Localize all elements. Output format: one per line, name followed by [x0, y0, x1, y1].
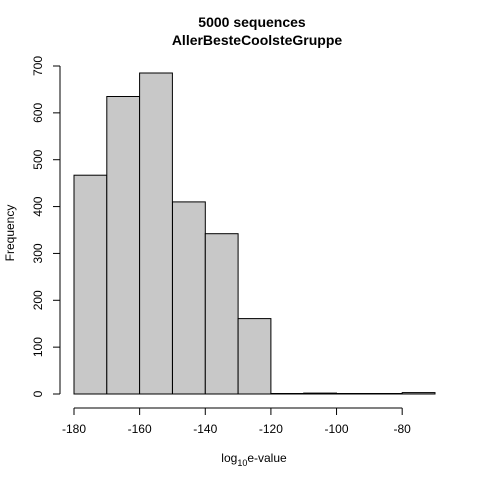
y-tick-label-3: 200	[31, 290, 45, 310]
histogram-bar-1	[73, 174, 108, 395]
y-tick-label-7: 600	[31, 103, 45, 123]
y-tick-label-2: 100	[31, 337, 45, 357]
histogram-bar-10	[368, 393, 403, 395]
x-tick-label-3: -140	[193, 422, 217, 436]
x-tick-label-6: -80	[394, 422, 412, 436]
y-tick-label-5: 400	[31, 196, 45, 216]
chart-subtitle: AllerBesteCoolsteGruppe	[172, 32, 343, 48]
x-axis-label: log10e-value	[221, 451, 287, 468]
histogram-bar-2	[106, 96, 141, 395]
y-axis-label: Frequency	[3, 205, 17, 262]
chart-title: 5000 sequences	[198, 14, 306, 30]
histogram-bar-11	[401, 392, 436, 395]
bars-group	[73, 72, 436, 395]
x-axis-ticks: -180 -160 -140 -120 -100 -80	[62, 408, 411, 436]
histogram-bar-6	[237, 318, 272, 395]
x-axis-label-base: log	[221, 451, 237, 465]
histogram-bar-4	[172, 201, 206, 395]
histogram-bar-5	[204, 233, 239, 395]
histogram-bar-3	[139, 72, 173, 395]
x-tick-label-1: -180	[62, 422, 86, 436]
y-tick-label-4: 300	[31, 243, 45, 263]
histogram-bar-7	[270, 393, 305, 395]
y-tick-label-8: 700	[31, 56, 45, 76]
x-tick-label-5: -100	[325, 422, 349, 436]
x-tick-label-2: -160	[128, 422, 152, 436]
x-tick-label-4: -120	[259, 422, 283, 436]
x-axis-label-rest: e-value	[247, 451, 287, 465]
y-axis-ticks: 0 100 200 300 400 500 600 700	[31, 56, 60, 397]
x-axis-label-subscript: 10	[237, 458, 247, 468]
y-tick-label-1: 0	[31, 390, 45, 397]
histogram-bar-9	[336, 393, 370, 395]
histogram-bar-8	[303, 392, 338, 395]
y-tick-label-6: 500	[31, 149, 45, 169]
